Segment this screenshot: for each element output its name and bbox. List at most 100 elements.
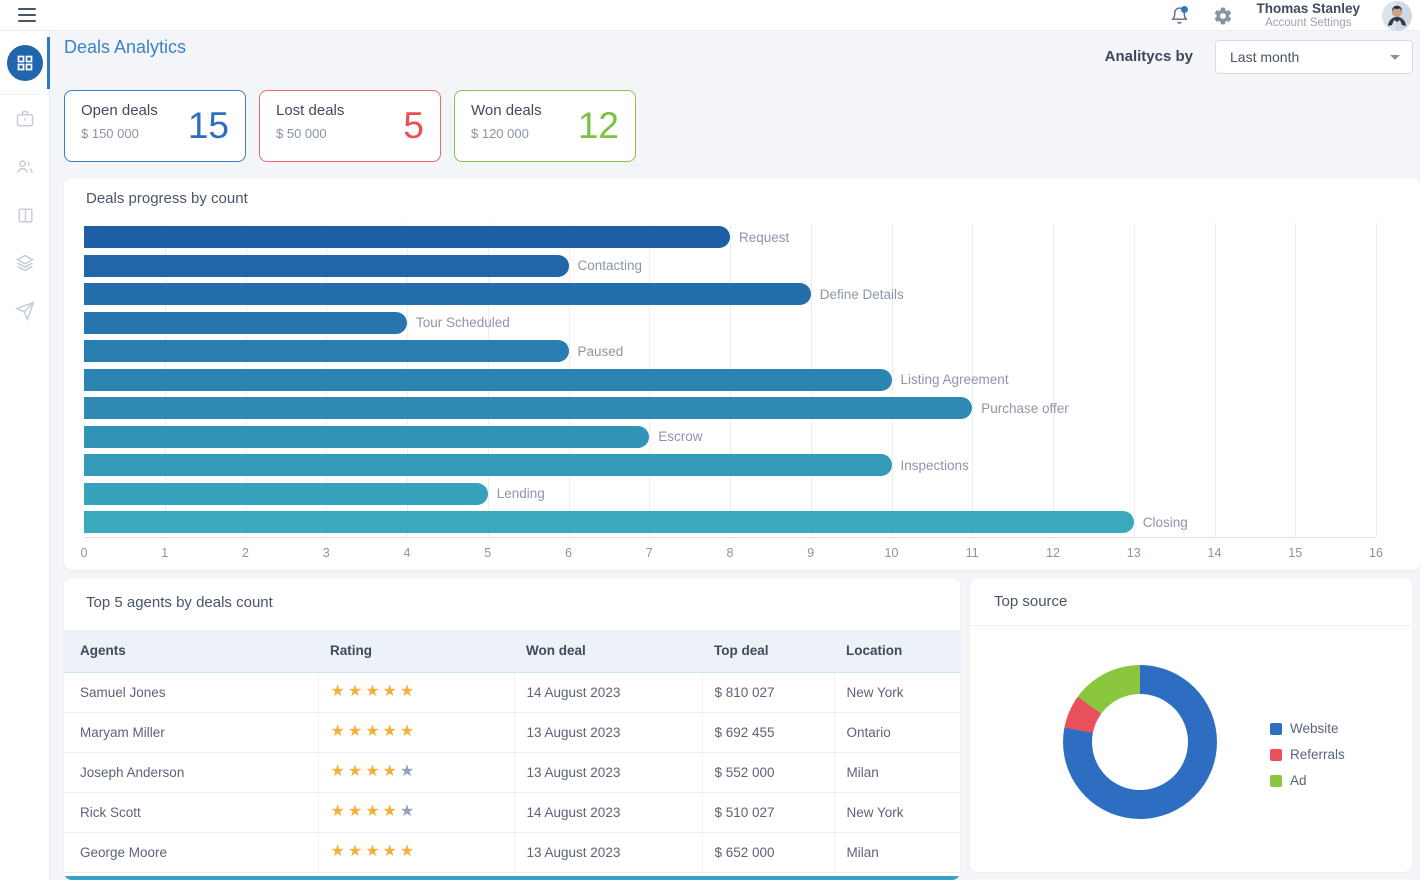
agents-table: AgentsRatingWon dealTop dealLocation Sam… xyxy=(64,630,960,873)
x-tick-label: 0 xyxy=(81,546,88,560)
cell-rating: ★★★★★ xyxy=(318,752,514,792)
notifications-bell-icon[interactable] xyxy=(1168,5,1190,27)
cell-agent: Joseph Anderson xyxy=(64,752,318,792)
hamburger-menu-icon[interactable] xyxy=(18,8,36,22)
dashboard-grid-icon[interactable] xyxy=(7,45,43,81)
x-tick-label: 7 xyxy=(646,546,653,560)
legend-item-ad: Ad xyxy=(1270,773,1345,788)
user-menu[interactable]: Thomas Stanley Account Settings xyxy=(1256,1,1360,30)
table-header-row: AgentsRatingWon dealTop dealLocation xyxy=(64,630,960,672)
bar-row-request: Request xyxy=(84,226,1376,248)
sidebar-item-board[interactable] xyxy=(0,191,50,239)
x-tick-label: 10 xyxy=(885,546,899,560)
x-tick-label: 2 xyxy=(242,546,249,560)
star-filled-icon: ★ xyxy=(331,683,348,700)
bar-row-tour-scheduled: Tour Scheduled xyxy=(84,312,1376,334)
bar-label: Purchase offer xyxy=(981,401,1069,416)
deals-progress-chart-card: Deals progress by count Request Contactin… xyxy=(64,178,1420,570)
cell-agent: Rick Scott xyxy=(64,792,318,832)
donut-legend: Website Referrals Ad xyxy=(1270,721,1345,788)
table-title: Top 5 agents by deals count xyxy=(86,594,273,611)
bar-row-paused: Paused xyxy=(84,340,1376,362)
cell-rating: ★★★★★ xyxy=(318,672,514,712)
star-filled-icon: ★ xyxy=(348,803,365,820)
star-filled-icon: ★ xyxy=(331,763,348,780)
x-tick-label: 9 xyxy=(807,546,814,560)
x-tick-label: 6 xyxy=(565,546,572,560)
cell-location: Milan xyxy=(834,832,960,872)
bar xyxy=(84,283,811,305)
sidebar-item-send[interactable] xyxy=(0,287,50,335)
bar-label: Closing xyxy=(1143,515,1188,530)
sidebar-item-dashboard[interactable] xyxy=(0,31,49,95)
topbar-actions: Thomas Stanley Account Settings xyxy=(1168,0,1412,31)
star-filled-icon: ★ xyxy=(348,843,365,860)
active-item-indicator xyxy=(47,37,50,89)
bar-label: Escrow xyxy=(658,429,702,444)
bar xyxy=(84,426,649,448)
bar xyxy=(84,340,569,362)
donut-title: Top source xyxy=(994,593,1067,610)
bar-row-define-details: Define Details xyxy=(84,283,1376,305)
table-row-samuel-jones[interactable]: Samuel Jones ★★★★★ 14 August 2023 $ 810 … xyxy=(64,672,960,712)
bar-label: Contacting xyxy=(578,258,643,273)
cell-won-deal: 13 August 2023 xyxy=(514,832,702,872)
donut-chart xyxy=(1063,665,1217,819)
star-filled-icon: ★ xyxy=(348,763,365,780)
star-filled-icon: ★ xyxy=(365,763,382,780)
cell-top-deal: $ 692 455 xyxy=(702,712,834,752)
stat-count: 12 xyxy=(578,105,619,147)
bar xyxy=(84,397,972,419)
bar xyxy=(84,511,1134,533)
stat-count: 15 xyxy=(188,105,229,147)
sidebar-item-deals[interactable] xyxy=(0,95,50,143)
columns-icon xyxy=(16,206,35,225)
sidebar-item-stack[interactable] xyxy=(0,239,50,287)
bar-chart-bars: Request Contacting Define Details Tour Sche… xyxy=(84,226,1376,533)
legend-label: Website xyxy=(1290,721,1339,736)
bar xyxy=(84,255,569,277)
table-row-rick-scott[interactable]: Rick Scott ★★★★★ 14 August 2023 $ 510 02… xyxy=(64,792,960,832)
divider xyxy=(970,625,1412,626)
star-filled-icon: ★ xyxy=(383,723,400,740)
x-tick-label: 5 xyxy=(484,546,491,560)
x-axis-ticks: 012345678910111213141516 xyxy=(84,546,1376,562)
cell-won-deal: 14 August 2023 xyxy=(514,672,702,712)
star-filled-icon: ★ xyxy=(383,843,400,860)
legend-swatch xyxy=(1270,775,1282,787)
cell-agent: Maryam Miller xyxy=(64,712,318,752)
x-tick-label: 8 xyxy=(727,546,734,560)
star-filled-icon: ★ xyxy=(400,683,417,700)
user-avatar[interactable] xyxy=(1382,1,1412,31)
table-row-joseph-anderson[interactable]: Joseph Anderson ★★★★★ 13 August 2023 $ 5… xyxy=(64,752,960,792)
chart-title: Deals progress by count xyxy=(86,190,248,207)
x-tick-label: 16 xyxy=(1369,546,1383,560)
column-header-agents: Agents xyxy=(64,630,318,672)
star-filled-icon: ★ xyxy=(348,683,365,700)
cell-location: New York xyxy=(834,672,960,712)
table-row-maryam-miller[interactable]: Maryam Miller ★★★★★ 13 August 2023 $ 692… xyxy=(64,712,960,752)
donut-hole xyxy=(1092,694,1188,790)
bar-label: Lending xyxy=(497,486,545,501)
star-filled-icon: ★ xyxy=(331,843,348,860)
table-row-george-moore[interactable]: George Moore ★★★★★ 13 August 2023 $ 652 … xyxy=(64,832,960,872)
top-source-card: Top source Website Referrals Ad xyxy=(970,578,1412,872)
star-filled-icon: ★ xyxy=(383,763,400,780)
sidebar-item-contacts[interactable] xyxy=(0,143,50,191)
bar-row-closing: Closing xyxy=(84,511,1376,533)
cell-rating: ★★★★★ xyxy=(318,712,514,752)
bar-row-lending: Lending xyxy=(84,483,1376,505)
filter-label: Analitycs by xyxy=(1105,48,1193,65)
bar xyxy=(84,369,892,391)
bar-row-inspections: Inspections xyxy=(84,454,1376,476)
bar-label: Request xyxy=(739,230,789,245)
period-dropdown[interactable]: Last month xyxy=(1215,40,1413,74)
star-filled-icon: ★ xyxy=(365,843,382,860)
cell-top-deal: $ 652 000 xyxy=(702,832,834,872)
bar-row-listing-agreement: Listing Agreement xyxy=(84,369,1376,391)
bar xyxy=(84,483,488,505)
user-role: Account Settings xyxy=(1256,17,1360,30)
settings-gear-icon[interactable] xyxy=(1212,5,1234,27)
stat-card-lost-deals: Lost deals $ 50 000 5 xyxy=(259,90,441,162)
stat-amount: $ 50 000 xyxy=(276,126,424,141)
